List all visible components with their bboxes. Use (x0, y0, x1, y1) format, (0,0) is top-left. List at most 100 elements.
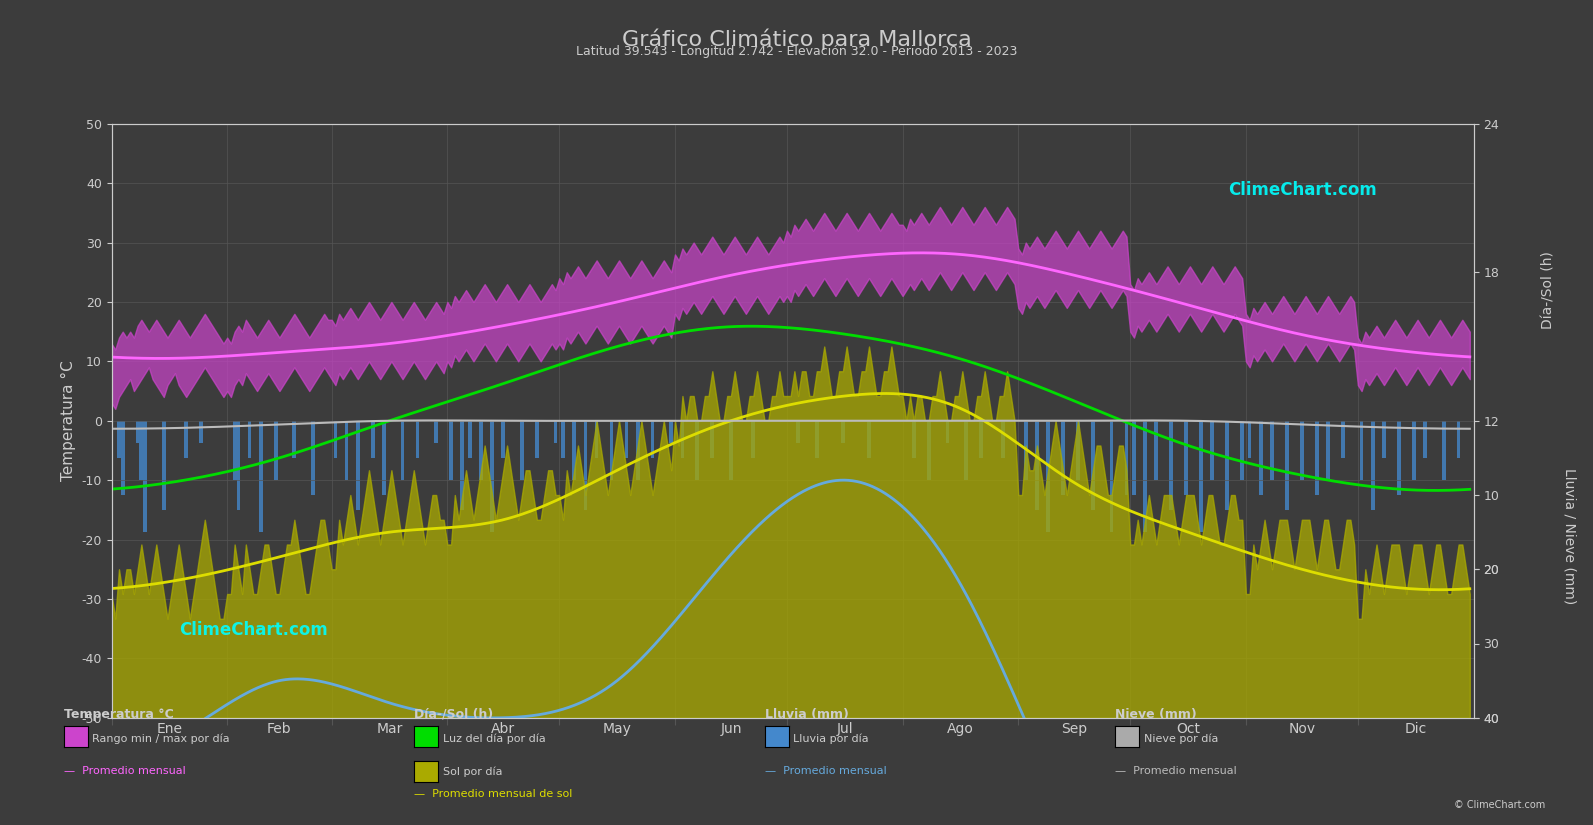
Bar (491, 421, 494, 532)
Bar (1372, 421, 1375, 510)
Bar (841, 421, 844, 443)
Bar (730, 421, 733, 480)
Bar (1169, 421, 1172, 510)
Bar (468, 421, 472, 458)
Bar (1247, 421, 1252, 458)
Text: —  Promedio mensual: — Promedio mensual (64, 766, 185, 776)
Bar (311, 421, 315, 495)
Bar (680, 421, 685, 458)
Bar (572, 421, 577, 480)
Bar (449, 421, 452, 480)
Bar (1383, 421, 1386, 458)
Text: ClimeChart.com: ClimeChart.com (180, 620, 328, 639)
Bar (867, 421, 871, 458)
Text: —  Promedio mensual de sol: — Promedio mensual de sol (414, 790, 572, 799)
Bar (371, 421, 374, 458)
Bar (696, 421, 699, 480)
Y-axis label: Día-/Sol (h): Día-/Sol (h) (1542, 251, 1556, 329)
Text: Día-/Sol (h): Día-/Sol (h) (414, 708, 494, 721)
Text: Nieve por día: Nieve por día (1144, 733, 1219, 743)
Bar (460, 421, 464, 510)
Bar (796, 421, 800, 443)
Bar (1341, 421, 1344, 458)
Bar (1286, 421, 1289, 510)
Bar (118, 421, 121, 458)
Bar (233, 421, 236, 480)
Text: ClimeChart.com: ClimeChart.com (1228, 181, 1376, 199)
Bar (401, 421, 405, 480)
Bar (274, 421, 277, 480)
Bar (1211, 421, 1214, 480)
Bar (344, 421, 349, 480)
Bar (1035, 421, 1039, 510)
Bar (1360, 421, 1364, 480)
Text: Lluvia (mm): Lluvia (mm) (765, 708, 849, 721)
Bar (1456, 421, 1461, 458)
Bar (650, 421, 655, 458)
Text: Luz del día por día: Luz del día por día (443, 733, 546, 743)
Bar (185, 421, 188, 458)
Bar (583, 421, 588, 510)
Bar (1423, 421, 1427, 458)
Bar (1300, 421, 1303, 480)
Bar (135, 421, 140, 443)
Bar (1133, 421, 1136, 495)
Bar (1110, 421, 1114, 532)
Text: Gráfico Climático para Mallorca: Gráfico Climático para Mallorca (621, 29, 972, 50)
Bar (1225, 421, 1230, 510)
Bar (293, 421, 296, 458)
Bar (1125, 421, 1128, 495)
Bar (669, 421, 674, 443)
Bar (980, 421, 983, 458)
Text: —  Promedio mensual: — Promedio mensual (1115, 766, 1236, 776)
Bar (519, 421, 524, 480)
Bar (121, 421, 124, 495)
Bar (162, 421, 166, 510)
Bar (1061, 421, 1064, 495)
Text: —  Promedio mensual: — Promedio mensual (765, 766, 886, 776)
Bar (1200, 421, 1203, 532)
Text: Lluvia por día: Lluvia por día (793, 733, 868, 743)
Bar (199, 421, 202, 443)
Bar (1397, 421, 1400, 495)
Bar (911, 421, 916, 458)
Y-axis label: Temperatura °C: Temperatura °C (61, 361, 76, 481)
Bar (964, 421, 969, 480)
Bar (435, 421, 438, 443)
Text: Latitud 39.543 - Longitud 2.742 - Elevación 32.0 - Periodo 2013 - 2023: Latitud 39.543 - Longitud 2.742 - Elevac… (575, 45, 1018, 59)
Bar (610, 421, 613, 480)
Bar (1024, 421, 1027, 480)
Bar (416, 421, 419, 458)
Bar (946, 421, 949, 443)
Bar (355, 421, 360, 510)
Bar (260, 421, 263, 532)
Bar (1184, 421, 1188, 495)
Text: Rango min / max por día: Rango min / max por día (92, 733, 229, 743)
Bar (624, 421, 628, 458)
Text: Lluvia / Nieve (mm): Lluvia / Nieve (mm) (1563, 468, 1575, 605)
Bar (816, 421, 819, 458)
Bar (1077, 421, 1080, 480)
Bar (382, 421, 386, 495)
Bar (554, 421, 558, 443)
Text: Nieve (mm): Nieve (mm) (1115, 708, 1196, 721)
Bar (1258, 421, 1263, 495)
Bar (479, 421, 483, 480)
Bar (561, 421, 566, 458)
Bar (502, 421, 505, 458)
Bar (752, 421, 755, 458)
Bar (1047, 421, 1050, 532)
Bar (333, 421, 338, 458)
Bar (1325, 421, 1330, 480)
Bar (1442, 421, 1445, 480)
Bar (710, 421, 714, 458)
Bar (140, 421, 143, 480)
Text: Temperatura °C: Temperatura °C (64, 708, 174, 721)
Bar (594, 421, 599, 458)
Bar (1314, 421, 1319, 495)
Bar (1002, 421, 1005, 458)
Bar (927, 421, 930, 480)
Bar (1155, 421, 1158, 480)
Bar (1241, 421, 1244, 480)
Bar (249, 421, 252, 458)
